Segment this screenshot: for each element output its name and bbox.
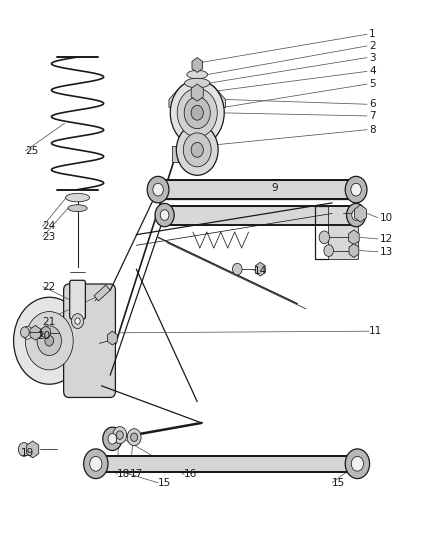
FancyBboxPatch shape xyxy=(186,101,208,119)
Circle shape xyxy=(153,183,163,196)
Text: 5: 5 xyxy=(369,79,376,89)
Polygon shape xyxy=(107,331,117,345)
Ellipse shape xyxy=(68,205,87,212)
Polygon shape xyxy=(162,206,358,224)
Circle shape xyxy=(21,327,29,337)
Circle shape xyxy=(18,442,30,456)
Text: 7: 7 xyxy=(369,111,376,121)
Circle shape xyxy=(25,312,73,370)
Circle shape xyxy=(84,449,108,479)
Circle shape xyxy=(75,318,80,324)
Circle shape xyxy=(116,431,123,439)
Circle shape xyxy=(90,456,102,471)
Circle shape xyxy=(14,297,85,384)
Text: 21: 21 xyxy=(43,317,56,327)
Circle shape xyxy=(103,427,122,450)
Circle shape xyxy=(319,231,329,244)
FancyBboxPatch shape xyxy=(64,284,116,398)
Polygon shape xyxy=(156,180,358,199)
Text: 12: 12 xyxy=(380,234,393,244)
Circle shape xyxy=(191,106,203,120)
Circle shape xyxy=(324,245,333,256)
Polygon shape xyxy=(349,244,359,257)
Text: 11: 11 xyxy=(369,326,382,336)
Text: 19: 19 xyxy=(21,448,34,458)
Ellipse shape xyxy=(187,70,208,79)
Circle shape xyxy=(184,133,211,167)
Circle shape xyxy=(37,326,61,356)
Polygon shape xyxy=(328,206,358,259)
Text: 24: 24 xyxy=(43,221,56,231)
Circle shape xyxy=(71,314,84,328)
Circle shape xyxy=(191,142,203,157)
Text: 9: 9 xyxy=(271,183,278,193)
Text: 15: 15 xyxy=(332,478,346,488)
Polygon shape xyxy=(255,262,265,276)
Polygon shape xyxy=(27,441,39,458)
Polygon shape xyxy=(172,146,180,161)
Circle shape xyxy=(233,263,242,275)
Circle shape xyxy=(346,204,366,227)
Text: 13: 13 xyxy=(380,247,393,257)
FancyBboxPatch shape xyxy=(70,280,85,319)
Ellipse shape xyxy=(185,78,210,88)
Polygon shape xyxy=(354,205,367,222)
Circle shape xyxy=(147,176,169,203)
Text: 10: 10 xyxy=(380,213,393,223)
Circle shape xyxy=(22,326,33,339)
Polygon shape xyxy=(41,326,50,338)
Circle shape xyxy=(345,176,367,203)
Circle shape xyxy=(160,210,169,220)
Circle shape xyxy=(351,183,361,196)
Circle shape xyxy=(155,204,174,227)
Circle shape xyxy=(345,449,370,479)
Polygon shape xyxy=(349,230,359,245)
Text: 22: 22 xyxy=(43,281,56,292)
Circle shape xyxy=(131,433,138,441)
Text: 15: 15 xyxy=(158,478,171,488)
Polygon shape xyxy=(169,82,226,108)
Polygon shape xyxy=(91,456,363,472)
Text: 8: 8 xyxy=(369,125,376,135)
Polygon shape xyxy=(30,325,41,340)
Polygon shape xyxy=(191,84,203,101)
Text: 6: 6 xyxy=(369,99,376,109)
Circle shape xyxy=(108,433,117,444)
Circle shape xyxy=(351,456,364,471)
Circle shape xyxy=(127,429,141,446)
Text: 17: 17 xyxy=(130,470,143,479)
Text: 16: 16 xyxy=(184,470,198,479)
Circle shape xyxy=(177,124,218,175)
Circle shape xyxy=(45,335,53,346)
Text: 2: 2 xyxy=(369,41,376,51)
Circle shape xyxy=(352,210,360,220)
Circle shape xyxy=(177,88,217,137)
Circle shape xyxy=(170,80,224,146)
Text: 4: 4 xyxy=(369,67,376,76)
Polygon shape xyxy=(94,285,110,301)
Circle shape xyxy=(184,97,210,128)
Text: 18: 18 xyxy=(117,470,130,479)
Text: 1: 1 xyxy=(369,29,376,39)
Text: 20: 20 xyxy=(37,332,50,342)
Circle shape xyxy=(113,426,127,443)
Ellipse shape xyxy=(66,193,89,202)
Text: 14: 14 xyxy=(254,266,267,276)
Text: 23: 23 xyxy=(43,232,56,242)
Polygon shape xyxy=(192,58,202,72)
Text: 25: 25 xyxy=(25,146,39,156)
Text: 3: 3 xyxy=(369,53,376,62)
